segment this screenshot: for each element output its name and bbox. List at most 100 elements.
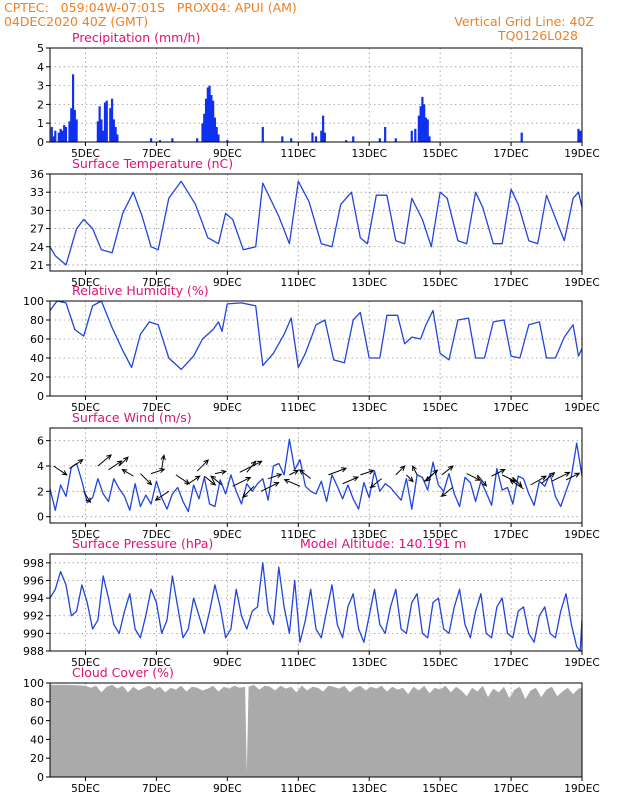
wind-arrow-head bbox=[116, 460, 123, 466]
y-tick-label: 100 bbox=[23, 295, 44, 308]
wind-arrow bbox=[283, 478, 301, 487]
precip-bar bbox=[196, 138, 199, 142]
wind-arrow-head bbox=[203, 459, 210, 465]
wind-arrow bbox=[232, 477, 252, 487]
wind-arrow-head bbox=[408, 476, 414, 483]
wind-arrow-shaft bbox=[203, 475, 216, 486]
y-tick-label: 988 bbox=[23, 645, 44, 658]
wind-arrow bbox=[69, 459, 84, 469]
precip-bar bbox=[64, 126, 68, 142]
wind-arrow-head bbox=[368, 469, 375, 475]
header-date: 04DEC2020 40Z (GMT) bbox=[4, 14, 148, 29]
precip-bar bbox=[213, 117, 217, 142]
wind-arrow-head bbox=[549, 471, 556, 478]
precip-bar bbox=[73, 110, 76, 142]
precip-bar bbox=[149, 138, 153, 142]
precip-bar bbox=[428, 136, 431, 142]
panel-frame bbox=[49, 553, 583, 652]
wind-arrow bbox=[140, 473, 153, 486]
wind-arrow bbox=[150, 468, 166, 475]
precip-bar bbox=[70, 108, 73, 142]
y-tick-label: 992 bbox=[23, 610, 44, 623]
precip-bar bbox=[421, 96, 424, 142]
wind-arrow bbox=[53, 465, 68, 476]
wind-arrow-shaft bbox=[161, 455, 165, 469]
x-tick-label: 13DEC bbox=[351, 529, 386, 541]
precip-bar bbox=[103, 102, 107, 142]
precip-bar bbox=[98, 106, 101, 142]
wind-arrow-shaft bbox=[232, 477, 251, 487]
x-tick-label: 7DEC bbox=[142, 657, 171, 669]
wind-arrow bbox=[118, 456, 129, 467]
wind-arrow-shaft bbox=[441, 465, 454, 476]
wind-arrow-shaft bbox=[196, 459, 209, 472]
wind-arrow-shaft bbox=[412, 465, 418, 476]
precip-bar bbox=[384, 126, 387, 142]
x-tick-label: 9DEC bbox=[213, 148, 242, 160]
wind-arrow bbox=[83, 491, 91, 504]
precip-bar bbox=[114, 126, 117, 142]
wind-arrow-shaft bbox=[97, 454, 112, 467]
wind-arrow bbox=[369, 478, 382, 489]
precip-bar bbox=[100, 119, 103, 142]
wind-arrow-head bbox=[474, 475, 481, 481]
wind-arrow bbox=[267, 473, 283, 480]
x-tick-label: 19DEC bbox=[564, 148, 599, 160]
y-tick-label: 3 bbox=[37, 80, 44, 93]
precip-bar bbox=[394, 138, 397, 142]
precip-bar bbox=[59, 128, 62, 142]
y-tick-label: 30 bbox=[30, 204, 44, 217]
wind-arrow-shaft bbox=[565, 472, 580, 481]
wind-arrow-shaft bbox=[175, 474, 190, 485]
wind-arrow-shaft bbox=[395, 465, 405, 476]
precip-bar bbox=[226, 140, 229, 142]
panel-frame bbox=[49, 427, 583, 524]
y-tick-label: 60 bbox=[30, 715, 44, 728]
x-tick-label: 15DEC bbox=[422, 783, 457, 795]
x-tick-label: 5DEC bbox=[71, 529, 100, 541]
x-tick-label: 19DEC bbox=[564, 783, 599, 795]
wind-arrow-head bbox=[574, 472, 581, 478]
panel-2: Surface Temperature (nC) 21 24 27 30 33 36 5DEC… bbox=[30, 156, 600, 289]
precip-bar bbox=[210, 95, 213, 142]
wind-arrow bbox=[441, 465, 454, 476]
y-tick-label: 996 bbox=[23, 574, 44, 587]
precip-bar bbox=[50, 126, 53, 142]
precip-bar bbox=[203, 113, 206, 142]
wind-arrow-shaft bbox=[476, 474, 487, 487]
series-line bbox=[49, 180, 583, 266]
wind-arrow-shaft bbox=[360, 469, 374, 476]
panel-5: Surface Pressure (hPa) Model Altitude: 14… bbox=[23, 536, 600, 669]
wind-arrow-head bbox=[481, 480, 487, 487]
wind-arrow bbox=[154, 490, 170, 501]
x-tick-label: 5DEC bbox=[71, 657, 100, 669]
precip-bar bbox=[321, 115, 325, 142]
wind-arrow-shaft bbox=[246, 461, 257, 473]
wind-arrow-shaft bbox=[441, 487, 453, 497]
wind-arrow-head bbox=[250, 460, 257, 467]
x-tick-label: 11DEC bbox=[281, 402, 316, 414]
x-tick-label: 5DEC bbox=[71, 783, 100, 795]
wind-arrow bbox=[342, 476, 360, 485]
x-tick-label: 17DEC bbox=[493, 402, 528, 414]
panel-subtitle: Model Altitude: 140.191 m bbox=[300, 536, 466, 551]
wind-arrow bbox=[242, 485, 255, 499]
precip-bar bbox=[314, 136, 318, 142]
wind-arrow-head bbox=[77, 459, 84, 465]
precip-bar bbox=[217, 134, 220, 142]
x-tick-label: 7DEC bbox=[142, 277, 171, 289]
wind-arrow-head bbox=[245, 477, 252, 482]
precip-bar bbox=[68, 121, 71, 142]
x-tick-label: 15DEC bbox=[422, 529, 457, 541]
header: CPTEC: 059:04W-07:01S PROX04: APUI (AM) … bbox=[4, 0, 594, 43]
x-tick-label: 19DEC bbox=[564, 657, 599, 669]
wind-arrow-head bbox=[61, 470, 68, 476]
y-tick-label: 998 bbox=[23, 557, 44, 570]
precip-bar bbox=[112, 119, 115, 142]
wind-arrow bbox=[328, 467, 348, 476]
precip-bar bbox=[378, 138, 381, 142]
wind-arrow-head bbox=[256, 460, 263, 466]
wind-arrow-head bbox=[242, 492, 248, 499]
y-tick-label: 4 bbox=[37, 460, 44, 473]
